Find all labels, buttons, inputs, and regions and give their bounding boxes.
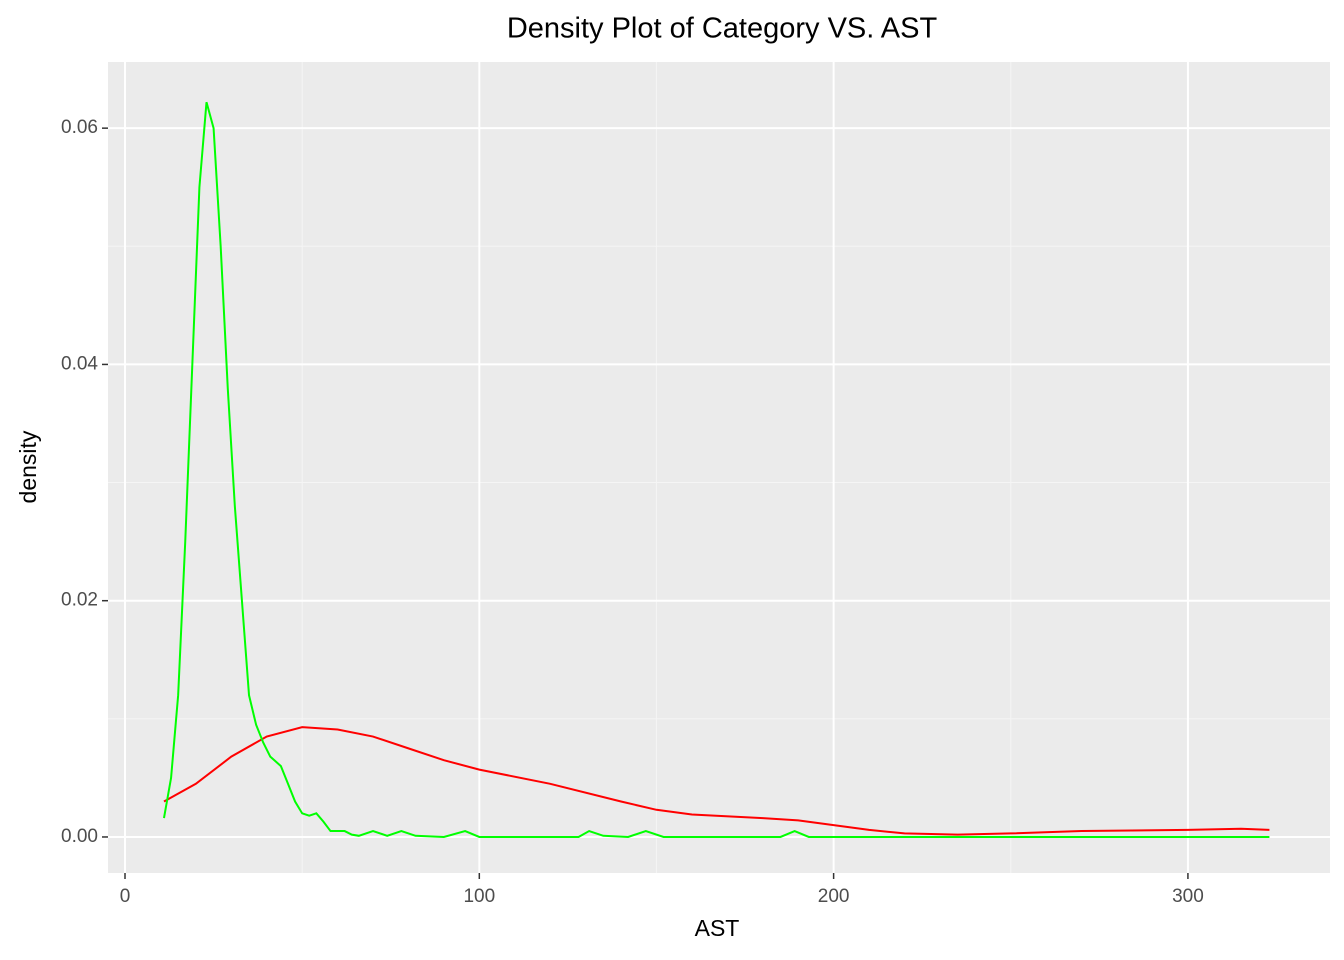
- y-tick-label: 0.04: [61, 353, 98, 374]
- y-tick-label: 0.00: [61, 826, 98, 847]
- y-tick-label: 0.02: [61, 590, 98, 611]
- x-tick-label: 0: [120, 886, 131, 907]
- density-line: [162, 101, 1270, 838]
- x-tick-label: 100: [463, 886, 495, 907]
- y-axis-title: density: [15, 430, 41, 503]
- panel: [108, 62, 1330, 873]
- x-axis-title: AST: [695, 915, 740, 941]
- density-line: [163, 726, 1270, 836]
- x-tick-label: 200: [818, 886, 850, 907]
- y-tick-label: 0.06: [61, 117, 98, 138]
- chart-title: Density Plot of Category VS. AST: [507, 13, 938, 45]
- x-tick-label: 300: [1172, 886, 1204, 907]
